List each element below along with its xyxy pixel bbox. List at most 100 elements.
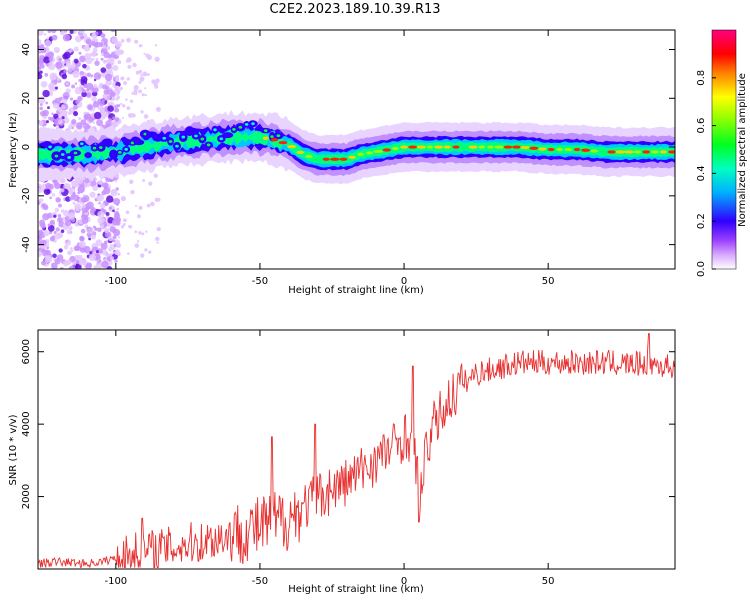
heatmap-cell (251, 122, 255, 126)
heatmap-cell (130, 189, 135, 195)
heatmap-cell (38, 96, 46, 104)
heatmap-cell (168, 140, 173, 143)
heatmap-cell (63, 245, 69, 250)
colorbar-label: Normalized spectral amplitude (737, 73, 748, 227)
heatmap-cell (67, 156, 71, 159)
heatmap-cell (105, 79, 112, 86)
heatmap-cell (106, 215, 110, 219)
heatmap-cell (81, 91, 87, 98)
x-tick-label: 0 (401, 276, 407, 287)
heatmap-cell (39, 46, 47, 54)
heatmap-cell (124, 147, 128, 151)
heatmap-cell (434, 145, 444, 149)
heatmap-cell (134, 230, 138, 234)
heatmap-cell (105, 211, 110, 216)
heatmap-cell (120, 225, 125, 229)
heatmap-cell (54, 258, 61, 265)
heatmap-cell (348, 155, 356, 159)
heatmap-cell (49, 196, 53, 200)
heatmap-cell (478, 145, 486, 149)
heatmap-cell (117, 60, 122, 65)
heatmap-cell (322, 157, 330, 161)
x-tick-label: -100 (104, 276, 127, 287)
heatmap-cell (88, 43, 92, 47)
heatmap-cell (91, 87, 97, 93)
heatmap-cell (53, 113, 59, 119)
heatmap-cell (92, 146, 97, 150)
heatmap-cell (155, 107, 161, 112)
heatmap-cell (113, 197, 121, 206)
x-tick-label: -50 (252, 276, 268, 287)
heatmap-cell (443, 145, 451, 149)
heatmap-cell (143, 114, 149, 119)
heatmap-cell (87, 104, 93, 111)
heatmap-cell (206, 143, 211, 147)
heatmap-cell (69, 247, 73, 251)
heatmap-cell (97, 184, 102, 188)
heatmap-cell (72, 70, 80, 78)
heatmap-cell (102, 182, 109, 189)
heatmap-cell (79, 84, 83, 88)
heatmap-cell (58, 248, 63, 253)
heatmap-cell (78, 51, 82, 55)
heatmap-cell (47, 106, 50, 110)
heatmap-cell (55, 61, 63, 69)
heatmap-cell (116, 243, 122, 248)
heatmap-cell (45, 189, 51, 194)
heatmap-cell (39, 106, 43, 111)
heatmap-cell (50, 30, 57, 34)
heatmap-cell (54, 86, 59, 90)
heatmap-cell (175, 144, 179, 148)
heatmap-cell (39, 63, 45, 69)
heatmap-cell (145, 230, 148, 233)
heatmap-cell (144, 248, 148, 252)
heatmap-cell (263, 129, 268, 133)
heatmap-cell (99, 106, 105, 112)
heatmap-cell (111, 218, 120, 226)
heatmap-cell (93, 265, 97, 269)
heatmap-cell (100, 57, 104, 61)
heatmap-cell (46, 246, 50, 250)
heatmap-cell (72, 261, 77, 266)
heatmap-cell (66, 259, 72, 265)
heatmap-cell (66, 229, 72, 235)
heatmap-cell (78, 79, 82, 82)
heatmap-cell (46, 37, 49, 41)
heatmap-cell (133, 84, 139, 91)
heatmap-cell (85, 38, 92, 45)
heatmap-cell (140, 253, 145, 258)
heatmap-cell (38, 198, 44, 203)
heatmap-cell (97, 216, 105, 225)
heatmap-cell (45, 249, 51, 256)
heatmap-cell (112, 239, 116, 243)
heatmap-cell (90, 41, 96, 46)
heatmap-cell (139, 76, 145, 82)
heatmap-cell (54, 154, 59, 158)
heatmap-cell (112, 246, 116, 250)
heatmap-cell (117, 192, 120, 196)
heatmap-cell (138, 44, 142, 48)
heatmap-cell (91, 51, 97, 57)
heatmap-cell (75, 99, 80, 105)
heatmap-cell (39, 233, 43, 238)
heatmap-cell (114, 117, 120, 122)
heatmap-cell (73, 58, 79, 64)
heatmap-cell (520, 145, 531, 150)
heatmap-cell (67, 250, 73, 256)
y-tick-label: 4000 (21, 411, 32, 436)
colorbar: 0.0 0.2 0.4 0.6 0.8 Normalized spectral ampl… (696, 29, 748, 277)
heatmap-cell (108, 236, 114, 242)
heatmap-cell (126, 37, 131, 43)
heatmap-cell (47, 51, 54, 59)
heatmap-cell (109, 149, 118, 160)
heatmap-cell (125, 210, 130, 215)
heatmap-cell (98, 180, 103, 185)
heatmap-cell (106, 46, 111, 51)
heatmap-cell (615, 150, 626, 154)
heatmap-cell (89, 191, 96, 198)
heatmap-cell (103, 89, 109, 95)
snr-series-line (38, 333, 675, 569)
heatmap-cell (140, 110, 144, 114)
spectrogram-y-axis-label: Frequency (Hz) (8, 112, 19, 188)
